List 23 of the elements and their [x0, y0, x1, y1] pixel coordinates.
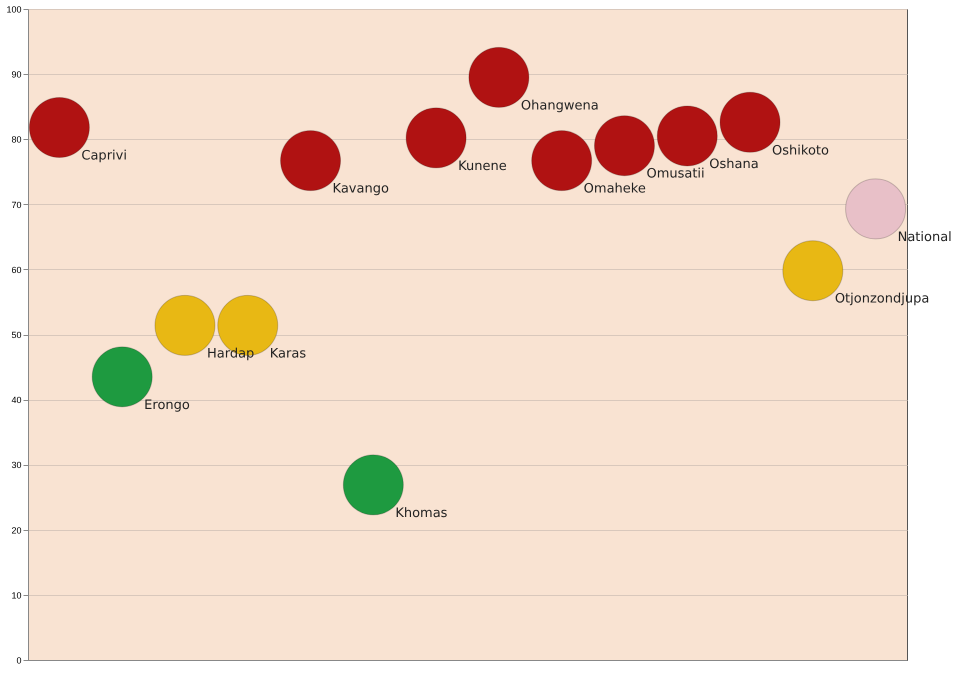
series-label: Hardap	[206, 346, 254, 362]
series-label: Kunene	[458, 158, 507, 174]
series-label: Caprivi	[81, 148, 127, 164]
y-tick-label: 60	[11, 264, 22, 275]
y-tick-label: 90	[11, 70, 22, 80]
y-tick-label: 30	[11, 460, 22, 470]
series-label: Karas	[270, 346, 306, 362]
y-tick-label: 100	[6, 4, 22, 14]
y-tick-label: 20	[11, 525, 22, 536]
y-tick-label: 70	[11, 200, 22, 210]
y-tick-label: 80	[11, 134, 22, 145]
series-label: Erongo	[144, 398, 190, 413]
y-tick-label: 40	[11, 395, 22, 406]
y-tick-label: 10	[11, 590, 22, 600]
series-label: Oshikoto	[772, 143, 830, 158]
series-label: Oshana	[709, 156, 759, 172]
series-label: Omaheke	[584, 182, 646, 197]
series-label: Ohangwena	[520, 98, 599, 114]
series-label: Omusatii	[646, 166, 705, 182]
y-tick-label: 50	[11, 330, 22, 340]
y-tick-label: 0	[16, 656, 22, 666]
series-label: Kavango	[332, 182, 389, 197]
series-label: Khomas	[395, 506, 448, 521]
